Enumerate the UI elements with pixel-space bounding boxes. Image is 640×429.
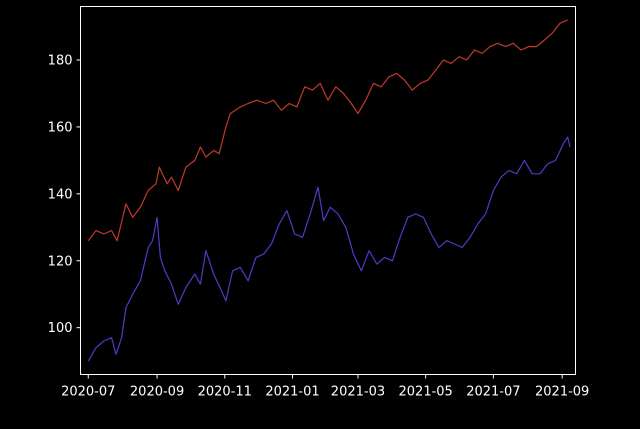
- x-tick-label: 2021-05: [399, 385, 453, 400]
- x-tick-label: 2020-09: [130, 385, 184, 400]
- y-tick-label: 180: [48, 54, 73, 69]
- x-tick-label: 2020-11: [198, 385, 252, 400]
- x-tick-label: 2021-01: [265, 385, 319, 400]
- x-tick-label: 2021-09: [535, 385, 589, 400]
- x-tick-label: 2021-03: [331, 385, 385, 400]
- y-axis: 100 120 140 160 180: [48, 54, 81, 336]
- series-layer: [87, 19, 571, 362]
- y-tick-label: 120: [48, 254, 73, 269]
- series-line-2: [87, 136, 571, 362]
- x-tick-label: 2021-07: [466, 385, 520, 400]
- y-tick-label: 160: [48, 120, 73, 135]
- y-tick-label: 100: [48, 321, 73, 336]
- plot-area-frame: [80, 6, 576, 375]
- x-tick-label: 2020-07: [61, 385, 115, 400]
- x-axis: 2020-07 2020-09 2020-11 2021-01 2021-03 2021-…: [61, 374, 589, 400]
- series-line-1: [87, 19, 568, 242]
- y-tick-label: 140: [48, 187, 73, 202]
